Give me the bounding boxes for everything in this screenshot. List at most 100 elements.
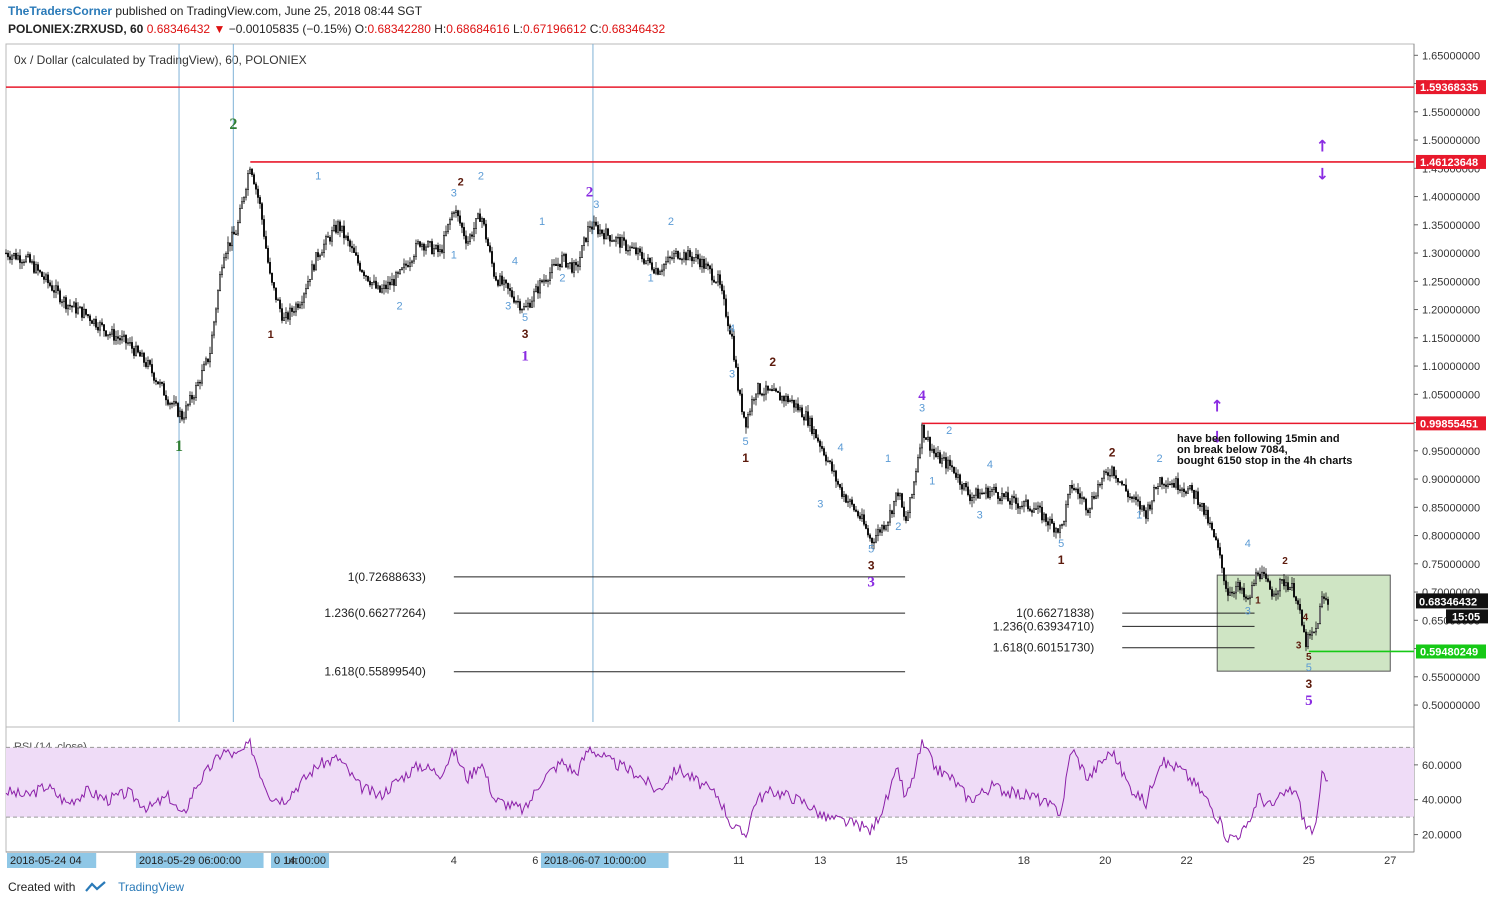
candle xyxy=(1193,489,1196,505)
wave-label[interactable]: 2 xyxy=(1282,556,1288,567)
candle xyxy=(1263,566,1266,578)
candle xyxy=(1181,487,1184,498)
candle xyxy=(790,395,793,404)
wave-label[interactable]: 2 xyxy=(1109,445,1116,459)
wave-label[interactable]: 5 xyxy=(522,312,528,324)
up-arrow-icon[interactable]: ↑ xyxy=(1211,396,1224,415)
wave-label[interactable]: 3 xyxy=(522,327,529,341)
wave-label[interactable]: 1 xyxy=(1136,510,1142,522)
wave-label[interactable]: 3 xyxy=(868,558,875,572)
wave-label[interactable]: 4 xyxy=(729,323,735,335)
wave-label[interactable]: 3 xyxy=(451,188,457,200)
wave-label[interactable]: 2 xyxy=(559,272,565,284)
wave-label[interactable]: 3 xyxy=(867,574,875,590)
tradingview-brand-link[interactable]: TradingView xyxy=(118,880,185,894)
wave-label[interactable]: 5 xyxy=(868,544,874,556)
wave-label[interactable]: 3 xyxy=(817,498,823,510)
candle xyxy=(872,538,875,550)
wave-label[interactable]: 2 xyxy=(769,355,776,369)
candle xyxy=(486,237,489,247)
candle xyxy=(1225,574,1228,593)
time-tick-label: 4 xyxy=(451,855,457,867)
down-arrow-icon[interactable]: ↓ xyxy=(1211,427,1224,446)
wave-label[interactable]: 3 xyxy=(977,510,983,522)
wave-label[interactable]: 2 xyxy=(229,116,237,133)
svg-text:2018-05-24 04: 2018-05-24 04 xyxy=(10,855,82,867)
wave-label[interactable]: 1 xyxy=(1058,553,1065,567)
down-arrow-icon[interactable]: ↓ xyxy=(1316,165,1329,184)
wave-label[interactable]: 2 xyxy=(478,171,484,183)
wave-label[interactable]: 1 xyxy=(539,216,545,228)
candle xyxy=(1002,493,1005,500)
candle xyxy=(161,381,164,387)
wave-label[interactable]: 2 xyxy=(1156,453,1162,465)
wave-label[interactable]: 1 xyxy=(648,272,654,284)
candle xyxy=(718,270,721,289)
low-label: L: xyxy=(512,22,523,36)
candle xyxy=(1145,507,1148,524)
wave-label[interactable]: 2 xyxy=(586,185,594,201)
candle xyxy=(1065,500,1068,527)
candle xyxy=(634,242,637,256)
candle xyxy=(862,509,865,527)
up-arrow-icon[interactable]: ↑ xyxy=(1316,136,1329,155)
candle xyxy=(30,259,33,265)
wave-label[interactable]: 4 xyxy=(918,388,926,404)
wave-label[interactable]: 1 xyxy=(175,438,183,455)
wave-label[interactable]: 4 xyxy=(1303,612,1309,623)
candle xyxy=(958,473,961,490)
wave-label[interactable]: 5 xyxy=(1306,652,1312,663)
wave-label[interactable]: 3 xyxy=(1245,606,1251,618)
wave-label[interactable]: 5 xyxy=(743,436,749,448)
candle xyxy=(1151,500,1154,515)
candle xyxy=(219,271,222,292)
candle xyxy=(692,257,695,265)
wave-label[interactable]: 4 xyxy=(987,459,993,471)
wave-label[interactable]: 3 xyxy=(919,402,925,414)
wave-label[interactable]: 2 xyxy=(458,176,464,188)
wave-label[interactable]: 1 xyxy=(885,453,891,465)
candle xyxy=(1203,502,1206,517)
author-link[interactable]: TheTradersCorner xyxy=(8,4,113,18)
wave-label[interactable]: 3 xyxy=(1296,641,1302,652)
candle xyxy=(796,397,799,413)
wave-label[interactable]: 3 xyxy=(505,301,511,313)
candle xyxy=(876,524,879,542)
candle xyxy=(1319,603,1322,625)
wave-label[interactable]: 2 xyxy=(668,216,674,228)
wave-label[interactable]: 5 xyxy=(1306,662,1312,674)
wave-label[interactable]: 4 xyxy=(512,255,518,267)
wave-label[interactable]: 5 xyxy=(1305,693,1313,709)
candle xyxy=(296,300,299,311)
candle xyxy=(239,204,242,224)
wave-label[interactable]: 1 xyxy=(521,348,529,364)
wave-label[interactable]: 1 xyxy=(929,476,935,488)
candle xyxy=(1271,586,1274,600)
wave-label[interactable]: 4 xyxy=(838,442,844,454)
tradingview-logo-icon xyxy=(84,881,106,892)
wave-label[interactable]: 2 xyxy=(946,425,952,437)
wave-label[interactable]: 1 xyxy=(451,250,457,262)
wave-label[interactable]: 2 xyxy=(396,301,402,313)
candle xyxy=(690,251,693,268)
wave-label[interactable]: 5 xyxy=(1058,538,1064,550)
candle xyxy=(552,259,555,267)
wave-label[interactable]: 3 xyxy=(729,368,735,380)
wave-label[interactable]: 4 xyxy=(1245,538,1251,550)
candle xyxy=(1103,469,1106,482)
wave-label[interactable]: 3 xyxy=(593,199,599,211)
candle xyxy=(886,521,889,532)
wave-label[interactable]: 2 xyxy=(895,521,901,533)
annotation-text[interactable]: bought 6150 stop in the 4h charts xyxy=(1177,455,1352,467)
wave-label[interactable]: 1 xyxy=(315,171,321,183)
annotation-text[interactable]: have been following 15min and xyxy=(1177,433,1340,445)
annotation-text[interactable]: on break below 7084, xyxy=(1177,444,1288,456)
candle xyxy=(83,303,86,319)
candle xyxy=(195,382,198,402)
wave-label[interactable]: 3 xyxy=(1305,677,1312,691)
candle xyxy=(117,330,120,345)
wave-label[interactable]: 1 xyxy=(268,329,274,341)
wave-label[interactable]: 1 xyxy=(1255,595,1261,606)
wave-label[interactable]: 1 xyxy=(742,451,749,465)
